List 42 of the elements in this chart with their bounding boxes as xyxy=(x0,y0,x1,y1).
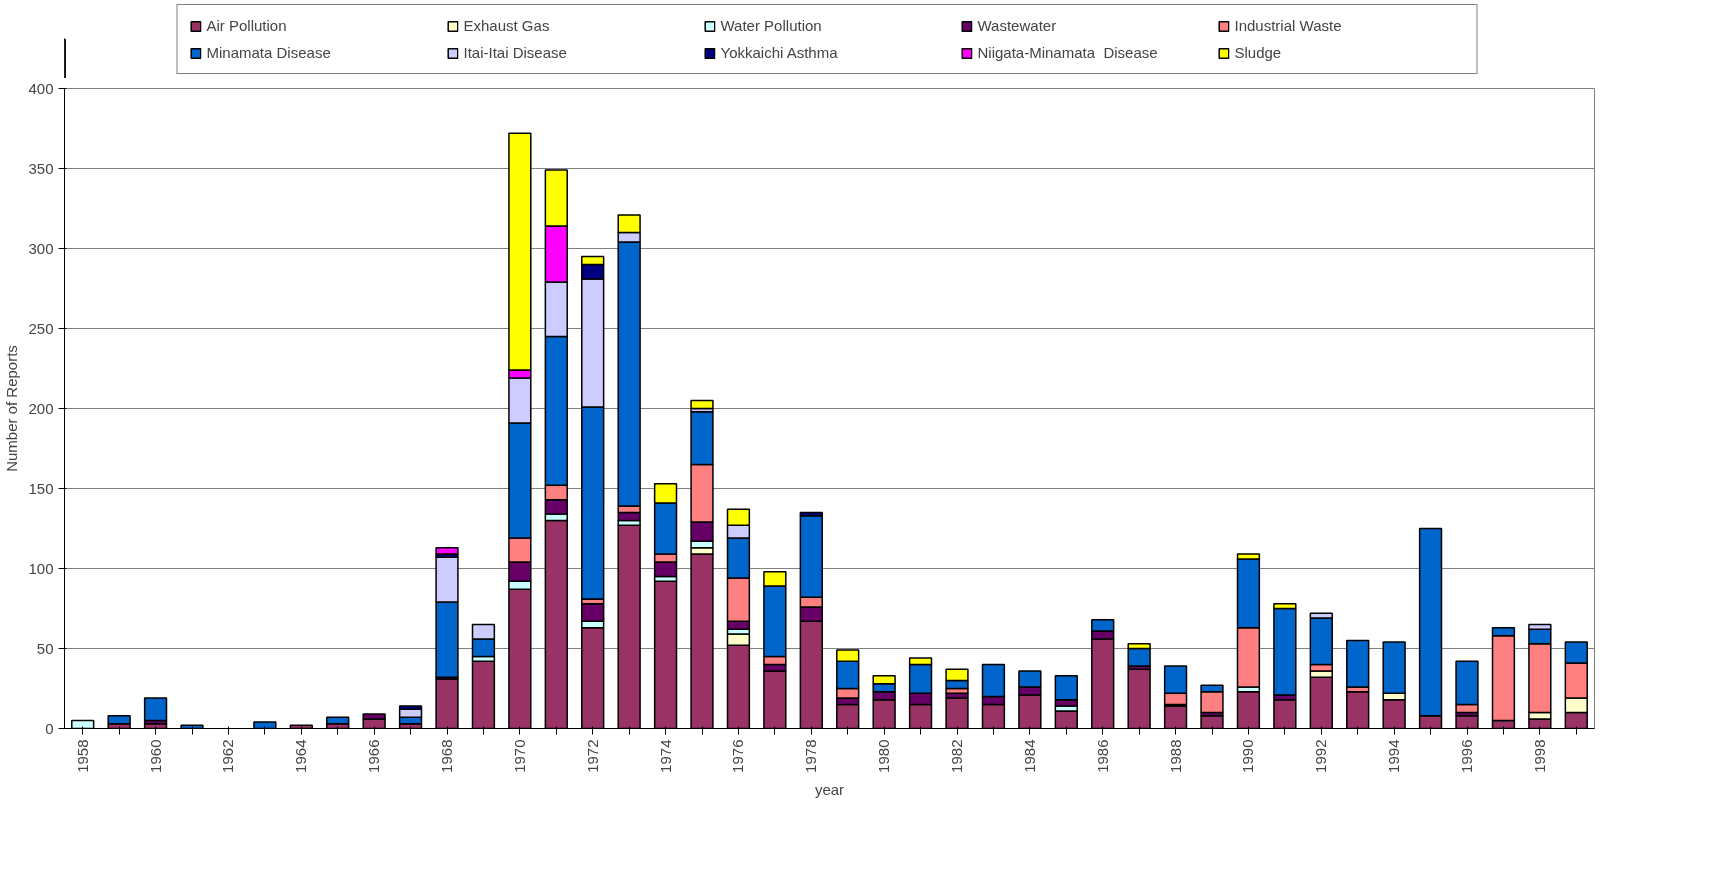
x-tick-label: 1968 xyxy=(438,739,455,773)
x-tick-label: 1974 xyxy=(656,739,674,773)
y-tick-label: 100 xyxy=(28,559,54,577)
x-tick-label: 1960 xyxy=(146,739,164,773)
y-tick-label: 150 xyxy=(28,479,54,497)
x-tick-label: 1958 xyxy=(73,739,91,773)
x-tick-label: 1996 xyxy=(1458,739,1475,773)
legend-label: Industrial Waste xyxy=(1234,17,1343,34)
x-tick-label: 1962 xyxy=(219,739,237,773)
x-tick-label: 1970 xyxy=(510,739,528,773)
y-tick-label: 0 xyxy=(45,719,54,737)
x-tick-label: 1984 xyxy=(1020,739,1038,773)
x-tick-label: 1980 xyxy=(875,739,893,773)
legend-label: Yokkaichi Asthma xyxy=(720,44,839,61)
x-tick-label: 1978 xyxy=(802,739,820,773)
y-tick-label: 300 xyxy=(28,239,54,257)
y-axis-title: Number of Reports xyxy=(3,345,21,472)
legend-label: Water Pollution xyxy=(720,17,823,34)
x-tick-label: 1998 xyxy=(1530,739,1548,773)
y-tick-label: 200 xyxy=(28,399,54,417)
x-tick-label: 1982 xyxy=(948,739,965,773)
x-axis-title: year xyxy=(814,780,845,798)
legend-label: Exhaust Gas xyxy=(463,17,551,34)
y-tick-label: 400 xyxy=(28,79,54,97)
x-tick-label: 1972 xyxy=(583,739,601,773)
legend-label: Wastewater xyxy=(977,17,1058,34)
x-tick-label: 1994 xyxy=(1385,739,1403,773)
x-tick-label: 1976 xyxy=(729,739,747,773)
legend-label: Minamata Disease xyxy=(206,44,332,61)
x-tick-label: 1992 xyxy=(1312,739,1330,773)
x-tick-label: 1964 xyxy=(292,739,310,773)
x-tick-label: 1988 xyxy=(1166,739,1184,773)
legend-label: Sludge xyxy=(1234,44,1283,61)
legend-label: Itai-Itai Disease xyxy=(463,44,568,61)
x-tick-label: 1966 xyxy=(365,739,383,773)
y-tick-label: 50 xyxy=(36,639,54,657)
legend-label: Air Pollution xyxy=(206,17,288,34)
y-tick-label: 350 xyxy=(28,159,54,177)
y-tick-label: 250 xyxy=(28,319,54,337)
x-tick-label: 1990 xyxy=(1239,739,1257,773)
legend-label: Niigata-Minamata Disease xyxy=(977,44,1159,61)
x-tick-label: 1986 xyxy=(1093,739,1111,773)
